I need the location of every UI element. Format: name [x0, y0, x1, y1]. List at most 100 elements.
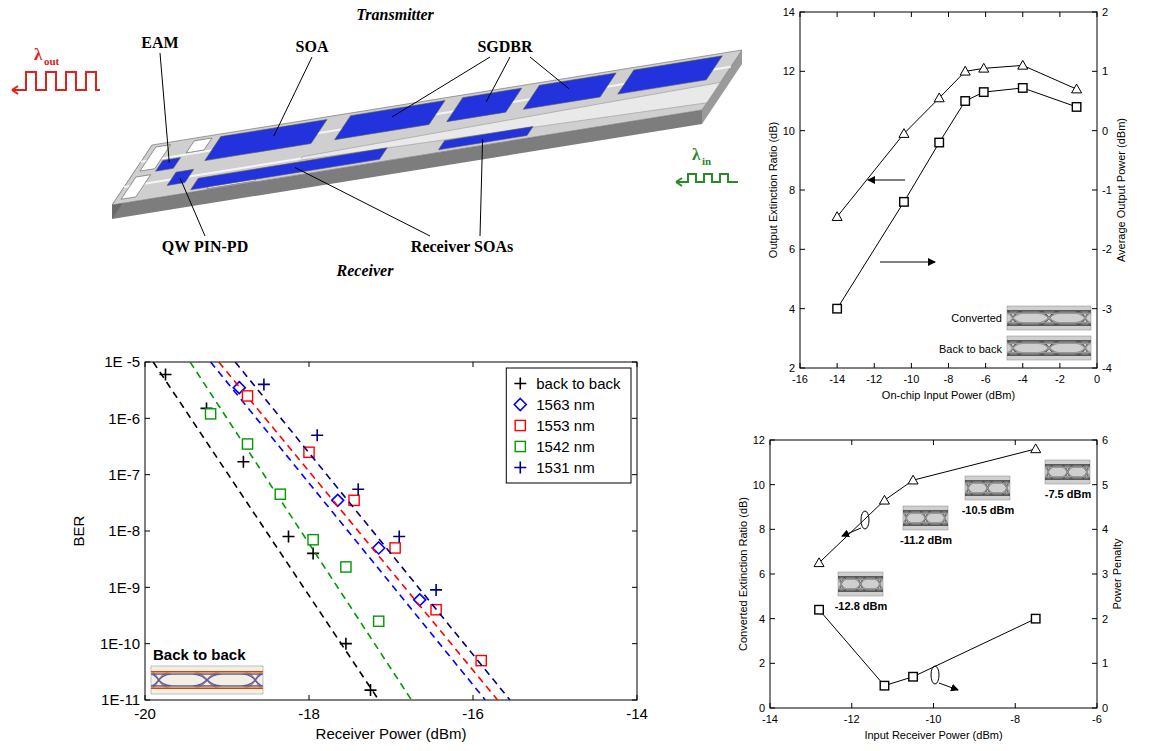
y-tick — [632, 587, 637, 588]
y-tick — [770, 618, 775, 619]
point — [430, 584, 442, 596]
pad — [121, 175, 151, 200]
eye-trace — [1007, 341, 1091, 355]
y-axis-title: Output Extinction Ratio (dB) — [767, 122, 779, 258]
legend-label: back to back — [536, 375, 621, 392]
y2-tick-label: -2 — [1102, 243, 1112, 255]
y2-tick — [1092, 308, 1097, 309]
x-tick — [911, 363, 912, 368]
x-tick — [1022, 12, 1023, 17]
point — [832, 212, 842, 221]
x-tick-label: 0 — [1094, 373, 1100, 385]
point — [909, 672, 918, 681]
eye-background — [1007, 336, 1091, 360]
x-tick — [637, 362, 638, 367]
sgdbr-label: SGDBR — [477, 38, 533, 55]
x-tick — [800, 12, 801, 17]
legend: back to back1563 nm1553 nm1542 nm1531 nm — [506, 368, 631, 483]
lambda-out-symbol: λ — [34, 45, 43, 64]
point — [1072, 84, 1082, 93]
axis-arrow — [842, 528, 861, 536]
annotation-label: -11.2 dBm — [900, 534, 952, 546]
x-tick-label: -8 — [1010, 713, 1020, 725]
y-tick-label: 8 — [759, 523, 765, 535]
y-tick — [145, 474, 150, 475]
eye-trace — [1007, 343, 1091, 352]
device-diagram: TransmitterEAMSOASGDBRQW PIN-PDReceiver … — [12, 6, 742, 279]
y-tick — [800, 190, 805, 191]
x-tick — [1097, 12, 1098, 17]
eye-trace — [903, 513, 948, 522]
y-tick-label: 1E-7 — [108, 466, 140, 483]
y-tick-label: 0 — [759, 702, 765, 714]
point — [311, 429, 323, 441]
plot-data — [814, 444, 1041, 690]
receiver-soa-section — [439, 127, 534, 150]
y-tick-label: 4 — [789, 303, 795, 315]
x-tick — [985, 363, 986, 368]
point — [1072, 103, 1081, 112]
y-tick-label: 10 — [753, 479, 765, 491]
eye-trace — [1045, 467, 1090, 476]
pad — [186, 138, 212, 153]
eye-background — [838, 572, 883, 596]
eye-trace — [965, 481, 1010, 495]
y-tick — [770, 484, 775, 485]
point — [980, 88, 989, 97]
input-waveform — [676, 174, 738, 182]
point — [814, 558, 824, 567]
point — [1018, 60, 1028, 69]
y2-tick — [1092, 440, 1097, 441]
soa-section — [205, 120, 327, 161]
point — [960, 66, 970, 75]
point — [374, 616, 384, 626]
y-tick — [800, 249, 805, 250]
x-tick — [851, 703, 852, 708]
leader-line — [160, 53, 169, 163]
eye-trace — [151, 673, 263, 687]
y2-tick-label: 2 — [1102, 6, 1108, 18]
y2-tick-label: 1 — [1102, 657, 1108, 669]
x-tick — [1059, 363, 1060, 368]
y-tick — [800, 130, 805, 131]
point — [815, 605, 824, 614]
x-tick-label: -8 — [944, 373, 954, 385]
x-tick — [933, 440, 934, 445]
x-tick — [1022, 363, 1023, 368]
point — [242, 391, 252, 401]
y2-axis-title: Average Output Power (dBm) — [1115, 118, 1127, 262]
x-tick — [1097, 703, 1098, 708]
point — [833, 304, 842, 313]
x-tick — [911, 12, 912, 17]
point — [160, 368, 172, 380]
photodiode-section — [167, 169, 194, 185]
axis-marker — [861, 511, 869, 529]
annotation-label: -12.8 dBm — [835, 600, 888, 612]
leader-line — [180, 178, 205, 236]
y2-tick-label: 3 — [1102, 568, 1108, 580]
x-tick-label: -6 — [981, 373, 991, 385]
leader-line — [392, 57, 490, 117]
x-tick — [837, 12, 838, 17]
annotation-label: -10.5 dBm — [962, 504, 1015, 516]
x-tick-label: -16 — [462, 705, 484, 722]
y2-tick — [1092, 249, 1097, 250]
point — [340, 638, 352, 650]
point — [242, 439, 252, 449]
y-tick-label: 6 — [759, 568, 765, 580]
x-tick — [837, 363, 838, 368]
x-tick-label: -6 — [1092, 713, 1102, 725]
y-tick — [145, 362, 150, 363]
y-tick-label: 1E-10 — [100, 635, 140, 652]
annotation-label: -7.5 dBm — [1045, 488, 1092, 500]
eye-trace — [903, 512, 948, 524]
y2-tick — [1092, 618, 1097, 619]
chart-2: -14-12-10-8-60246810120123456Input Recei… — [737, 434, 1124, 741]
y2-tick — [1092, 130, 1097, 131]
y-tick — [632, 700, 637, 701]
point — [908, 475, 918, 484]
point — [258, 378, 270, 390]
eye-diagram — [838, 572, 883, 596]
x-tick-label: -4 — [1018, 373, 1028, 385]
x-tick — [948, 363, 949, 368]
